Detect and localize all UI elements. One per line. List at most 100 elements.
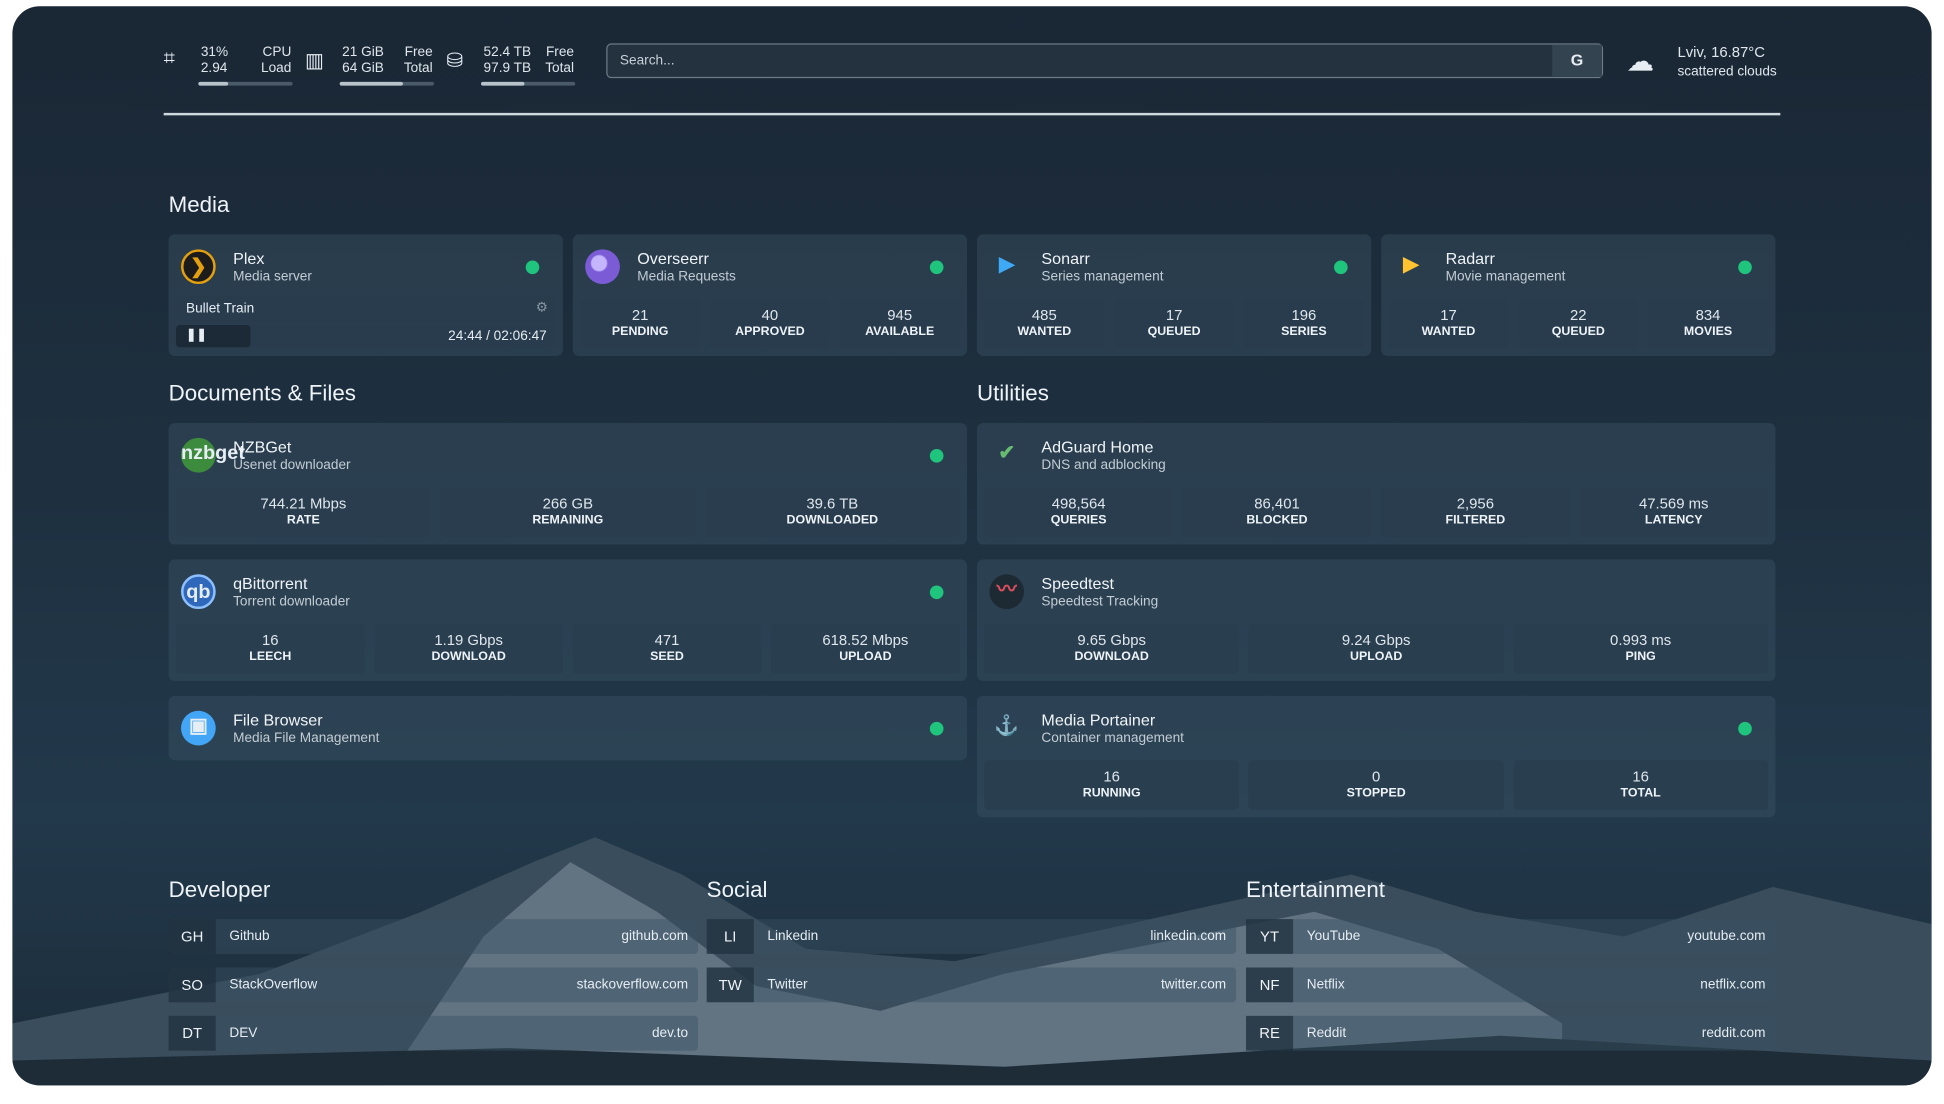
bookmark-name: Netflix — [1306, 977, 1345, 993]
status-indicator — [1738, 721, 1752, 736]
stat-queries: 498,564 QUERIES — [984, 487, 1173, 538]
stat-label: QUERIES — [1050, 513, 1107, 528]
bookmark-url: github.com — [621, 929, 689, 944]
plex-title: Plex — [233, 249, 265, 268]
bookmark-reddit[interactable]: RE Reddit reddit.com — [1245, 1015, 1776, 1051]
pause-icon[interactable]: ❚❚ — [185, 328, 207, 343]
stat-value: 266 GB — [542, 494, 594, 513]
plex-subtitle: Media server — [233, 269, 312, 285]
bookmark-github[interactable]: GH Github github.com — [168, 919, 699, 954]
bookmark-dev[interactable]: DT DEV dev.to — [168, 1015, 699, 1051]
cpu-icon: ⌗ — [163, 48, 175, 70]
stat-label: LEECH — [249, 649, 292, 664]
status-indicator — [525, 260, 540, 275]
bookmark-stackoverflow[interactable]: SO StackOverflow stackoverflow.com — [168, 967, 699, 1003]
stat-series: 196 SERIES — [1243, 298, 1364, 349]
search-button[interactable]: G — [1552, 44, 1602, 77]
stat-value: 196 — [1291, 306, 1317, 324]
bookmark-url: stackoverflow.com — [576, 977, 689, 993]
radarr-card[interactable]: ▶ Radarr Movie management 17 WANTED 22 QUEUED 8… — [1381, 234, 1776, 356]
status-indicator — [929, 585, 944, 600]
overseerr-card[interactable]: Overseerr Media Requests 21 PENDING 40 APPROV… — [572, 234, 968, 356]
bookmark-abbr: RE — [1245, 1015, 1294, 1051]
overseerr-stats: 21 PENDING 40 APPROVED 945 AVAILABLE — [580, 298, 960, 349]
stat-upload: 9.24 Gbps UPLOAD — [1248, 623, 1504, 674]
stat-label: RATE — [286, 513, 320, 528]
stat-value: 0 — [1372, 767, 1381, 786]
stat-label: DOWNLOAD — [431, 649, 506, 664]
portainer-icon: ⚓ — [994, 715, 1020, 737]
plex-icon: ❯ — [181, 249, 216, 285]
search-input[interactable]: Search... G — [606, 43, 1604, 79]
bookmark-netflix[interactable]: NF Netflix netflix.com — [1245, 967, 1776, 1003]
bookmark-name: Linkedin — [767, 929, 819, 944]
plex-card[interactable]: ❯ Plex Media server Bullet Train ⚙ ❚❚ 24:44 / … — [168, 234, 563, 356]
stat-label: DOWNLOADED — [786, 513, 879, 528]
cpu-l2: Load — [260, 60, 292, 76]
disk-v2: 97.9 TB — [483, 60, 532, 76]
stat-wanted: 17 WANTED — [1388, 298, 1509, 349]
disk-l1: Free — [545, 44, 575, 60]
section-developer: Developer — [168, 876, 271, 902]
bookmark-abbr: TW — [706, 967, 754, 1003]
stat-queued: 17 QUEUED — [1114, 298, 1235, 349]
settings-icon[interactable]: ⚙ — [535, 300, 548, 316]
qbittorrent-title: qBittorrent — [233, 574, 308, 593]
sonarr-card[interactable]: ▶ Sonarr Series management 485 WANTED 17 QUEUE… — [976, 234, 1372, 356]
stat-label: SEED — [650, 649, 684, 664]
ram-v1: 21 GiB — [342, 44, 384, 60]
adguard-stats: 498,564 QUERIES 86,401 BLOCKED 2,956 FILTERED… — [984, 487, 1768, 538]
filebrowser-icon: ▣ — [181, 710, 216, 746]
stat-label: QUEUED — [1551, 324, 1605, 339]
stat-label: DOWNLOAD — [1074, 649, 1149, 664]
bookmark-url: reddit.com — [1701, 1025, 1766, 1041]
stat-ping: 0.993 ms PING — [1513, 623, 1768, 674]
playback-progress[interactable]: ❚❚ 24:44 / 02:06:47 — [176, 324, 556, 348]
stat-label: WANTED — [1421, 324, 1476, 339]
filebrowser-card[interactable]: ▣ File Browser Media File Management — [168, 695, 968, 761]
top-bar: ⌗ 31% 2.94 CPU Load ▥ 21 GiB 64 GiB Free Total ⛁ 52… — [12, 6, 1931, 118]
stat-blocked: 86,401 BLOCKED — [1182, 487, 1372, 538]
stat-stopped: 0 STOPPED — [1248, 760, 1504, 810]
bookmark-abbr: LI — [706, 919, 754, 954]
nzbget-card[interactable]: nzbget NZBGet Usenet downloader 744.21 Mbps… — [168, 422, 968, 545]
bookmark-linkedin[interactable]: LI Linkedin linkedin.com — [706, 919, 1237, 954]
stat-label: UPLOAD — [1349, 649, 1403, 664]
stat-value: 744.21 Mbps — [260, 494, 347, 513]
stat-queued: 22 QUEUED — [1518, 298, 1639, 349]
portainer-title: Media Portainer — [1041, 710, 1156, 730]
qbittorrent-card[interactable]: qb qBittorrent Torrent downloader 16 LEECH 1.… — [168, 559, 968, 681]
adguard-icon: ✔ — [998, 442, 1016, 464]
filebrowser-title: File Browser — [233, 710, 323, 730]
stat-total: 16 TOTAL — [1513, 760, 1768, 810]
sonarr-subtitle: Series management — [1041, 269, 1164, 285]
bookmark-url: linkedin.com — [1150, 929, 1227, 944]
portainer-card[interactable]: ⚓ Media Portainer Container management 16 RU… — [976, 695, 1776, 818]
bookmark-twitter[interactable]: TW Twitter twitter.com — [706, 967, 1237, 1003]
radarr-title: Radarr — [1445, 249, 1495, 268]
adguard-card[interactable]: ✔ AdGuard Home DNS and adblocking 498,564 QU… — [976, 422, 1776, 545]
stat-remaining: 266 GB REMAINING — [440, 487, 696, 538]
radarr-subtitle: Movie management — [1445, 269, 1566, 285]
stat-latency: 47.569 ms LATENCY — [1579, 487, 1768, 538]
stat-label: PENDING — [611, 324, 669, 339]
qbittorrent-stats: 16 LEECH 1.19 Gbps DOWNLOAD 471 SEED 618.52 Mb… — [176, 623, 960, 674]
radarr-stats: 17 WANTED 22 QUEUED 834 MOVIES — [1388, 298, 1768, 349]
stat-value: 945 — [887, 306, 913, 324]
nzbget-icon: nzbget — [181, 437, 245, 473]
speedtest-card[interactable]: 〰 Speedtest Speedtest Tracking 9.65 Gbps DOW… — [976, 559, 1776, 681]
now-playing-title: Bullet Train — [185, 301, 255, 317]
dashboard-window: ⌗ 31% 2.94 CPU Load ▥ 21 GiB 64 GiB Free Total ⛁ 52… — [12, 6, 1932, 1086]
bookmark-youtube[interactable]: YT YouTube youtube.com — [1245, 919, 1776, 954]
bookmark-url: netflix.com — [1700, 977, 1766, 993]
stat-value: 834 — [1695, 306, 1721, 324]
stat-value: 39.6 TB — [806, 494, 859, 513]
stat-value: 16 — [1632, 767, 1649, 786]
speedtest-stats: 9.65 Gbps DOWNLOAD 9.24 Gbps UPLOAD 0.993 ms… — [984, 623, 1768, 674]
bookmark-url: twitter.com — [1160, 977, 1227, 993]
weather-location: Lviv, 16.87°C — [1677, 43, 1766, 61]
portainer-subtitle: Container management — [1041, 730, 1184, 746]
stat-value: 471 — [654, 631, 680, 649]
nzbget-subtitle: Usenet downloader — [233, 457, 351, 473]
bookmark-name: DEV — [229, 1025, 258, 1041]
